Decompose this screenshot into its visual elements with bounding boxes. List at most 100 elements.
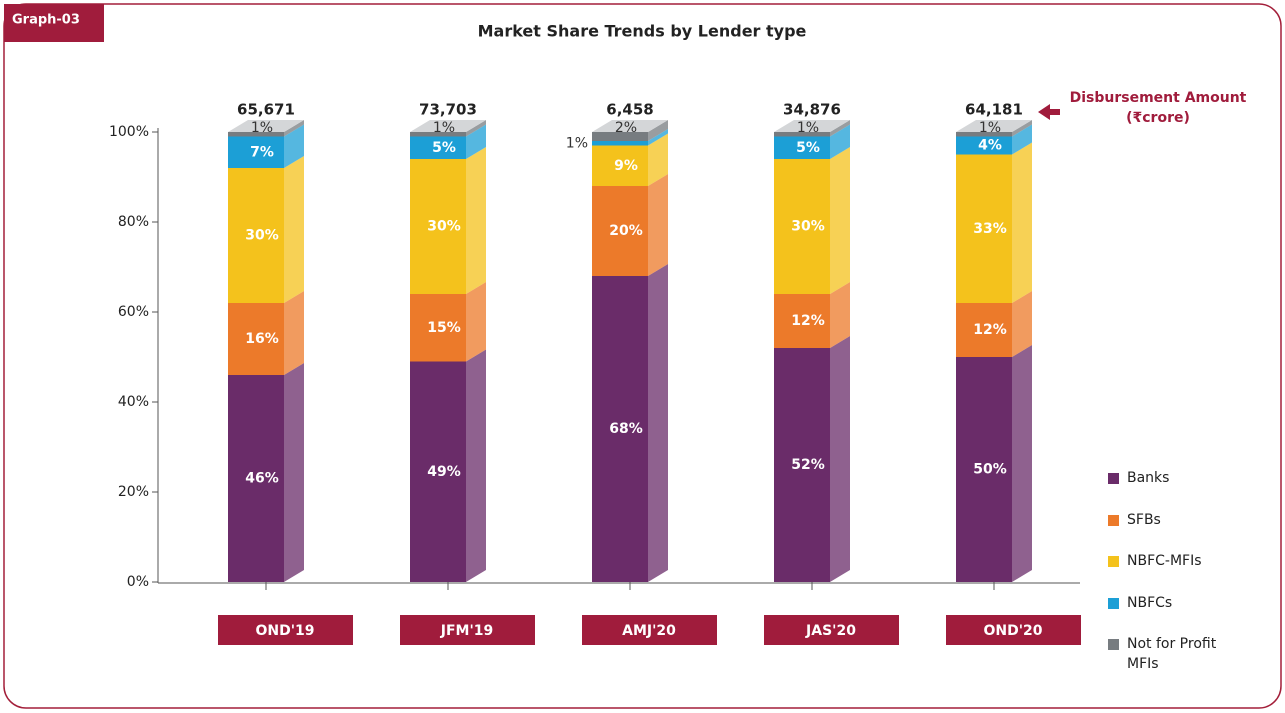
bar-side [1012, 124, 1032, 155]
data-label: 49% [427, 464, 461, 480]
bar-side [648, 264, 668, 582]
category-box [400, 615, 535, 645]
x-tick-label: OND'19 [255, 623, 314, 639]
bar-side [284, 156, 304, 303]
data-label: 1% [979, 120, 1001, 136]
bar-segment [410, 136, 466, 159]
bar-side [830, 120, 850, 137]
bar-side [466, 120, 486, 137]
y-tick-label: 80% [118, 214, 149, 230]
data-label: 5% [432, 140, 456, 156]
x-tick-label: JAS'20 [805, 623, 856, 639]
bar-side [1012, 291, 1032, 357]
bar-segment [592, 141, 648, 146]
data-label: 30% [791, 219, 825, 235]
y-tick-label: 100% [109, 124, 149, 140]
total-label: 73,703 [419, 101, 477, 119]
data-label: 68% [609, 421, 643, 437]
bar-segment [228, 136, 284, 168]
bar-segment [410, 294, 466, 362]
bar-top [956, 120, 1032, 132]
data-label: 52% [791, 457, 825, 473]
x-tick-label: JFM'19 [440, 623, 493, 639]
data-label: 1% [251, 120, 273, 136]
legend-swatch [1108, 515, 1119, 526]
bar-side [466, 124, 486, 159]
bar-top [592, 120, 668, 132]
bar-segment [774, 294, 830, 348]
bar-segment [592, 132, 648, 141]
bar-segment [774, 348, 830, 582]
bar-side [466, 147, 486, 294]
total-label: 64,181 [965, 101, 1023, 119]
bar-top [228, 120, 304, 132]
chart-title: Market Share Trends by Lender type [478, 22, 807, 41]
legend-label: NBFC-MFIs [1127, 553, 1202, 569]
bar-segment [774, 136, 830, 159]
bar-segment [592, 145, 648, 186]
data-label: 15% [427, 320, 461, 336]
data-label: 4% [978, 138, 1002, 154]
bar-side [284, 124, 304, 168]
data-label: 1% [566, 135, 588, 151]
total-label: 65,671 [237, 101, 295, 119]
arrow [1038, 104, 1060, 120]
bar-side [284, 363, 304, 582]
legend-label: Not for Profit MFIs [1127, 636, 1217, 672]
bar-segment [956, 132, 1012, 137]
legend-swatch [1108, 473, 1119, 484]
bar-segment [774, 132, 830, 137]
badge: Graph-03 [12, 13, 80, 28]
category-box [218, 615, 353, 645]
bar-side [284, 291, 304, 375]
bar-side [830, 336, 850, 582]
bar-segment [410, 132, 466, 137]
frame [3, 3, 1282, 709]
annotation: Disbursement Amount [1070, 90, 1247, 106]
legend-swatch [1108, 556, 1119, 567]
data-label: 5% [796, 140, 820, 156]
data-label: 30% [427, 219, 461, 235]
data-label: 16% [245, 331, 279, 347]
x-tick-label: OND'20 [983, 623, 1042, 639]
bar-segment [410, 159, 466, 294]
bar-segment [228, 303, 284, 375]
total-label: 6,458 [606, 101, 653, 119]
legend-swatch [1108, 639, 1119, 650]
bar-top [410, 120, 486, 132]
total-label: 34,876 [783, 101, 841, 119]
data-label: 2% [615, 120, 637, 136]
y-tick-label: 20% [118, 484, 149, 500]
category-box [582, 615, 717, 645]
bar-segment [956, 154, 1012, 303]
data-label: 12% [973, 322, 1007, 338]
category-box [764, 615, 899, 645]
data-label: 46% [245, 471, 279, 487]
data-label: 12% [791, 313, 825, 329]
bar-side [284, 120, 304, 137]
bar-segment [956, 303, 1012, 357]
bar-side [466, 282, 486, 362]
data-label: 7% [250, 144, 274, 160]
legend-item: Not for Profit MFIs [1108, 636, 1219, 674]
annotation-unit: (₹crore) [1126, 110, 1190, 126]
legend-label: NBFCs [1127, 595, 1173, 611]
bar-side [830, 282, 850, 348]
bar-side [648, 174, 668, 276]
data-label: 20% [609, 223, 643, 239]
bar-segment [228, 168, 284, 303]
bar-segment [592, 276, 648, 582]
legend-item: Banks [1108, 470, 1237, 488]
bar-side [648, 129, 668, 146]
bar-side [1012, 142, 1032, 303]
bar-segment [228, 375, 284, 582]
legend-item: SFBs [1108, 512, 1237, 530]
data-label: 50% [973, 462, 1007, 478]
legend-item: NBFC-MFIs [1108, 553, 1237, 571]
data-label: 9% [614, 158, 638, 174]
bar-side [830, 124, 850, 159]
bar-segment [410, 361, 466, 582]
bar-segment [228, 132, 284, 137]
